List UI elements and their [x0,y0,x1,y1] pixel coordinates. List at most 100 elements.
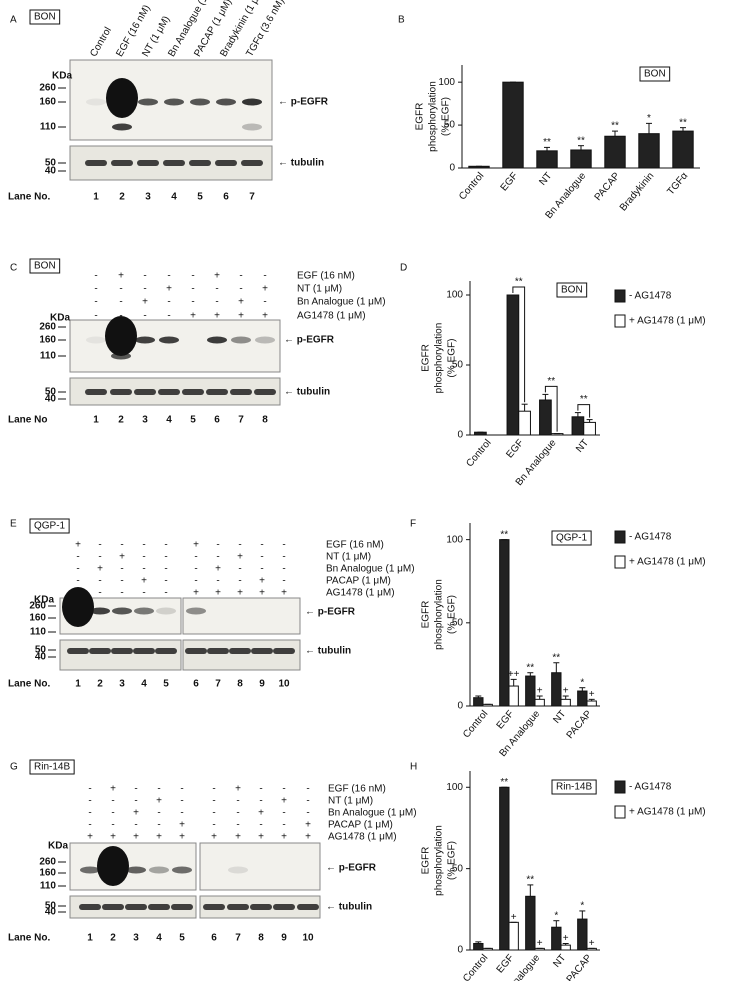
y-tick-label: 100 [446,290,463,301]
blot-band [90,607,110,615]
bar [499,786,510,951]
treatment-sign: - [238,576,241,587]
lane-number: 3 [119,679,125,690]
blot-membrane [59,639,182,671]
blot-membrane [182,639,301,671]
treatment-label: AG1478 (1 μM) [328,832,397,843]
legend-key [614,289,626,303]
bar [571,416,585,436]
x-tick-label: TGFα [665,170,690,197]
treatment-sign: + [156,796,162,807]
significance-bracket [512,286,526,403]
blot-band [149,866,169,874]
cell-line-label: BON [34,261,56,272]
cell-line-label: QGP-1 [556,533,588,544]
size-marker: 110 [40,351,57,362]
band-label: ← tubulin [284,387,330,398]
treatment-sign: + [305,820,311,831]
treatment-sign: - [167,311,170,322]
x-tick-label: PACAP [565,952,595,981]
label-box [639,66,671,82]
bar [518,410,531,436]
blot-band [111,160,133,166]
treatment-sign: - [263,297,266,308]
size-marker: 40 [45,166,57,177]
x-tick-label: EGF [495,953,517,976]
treatment-sign: - [194,552,197,563]
significance-mark: ** [577,135,585,146]
treatment-sign: + [75,540,81,551]
blot-band [255,336,275,344]
label-box [551,779,597,795]
lane-number: 4 [141,679,147,690]
treatment-label: Bn Analogue (1 μM) [326,564,415,575]
treatment-sign: - [119,284,122,295]
treatment-sign: + [211,832,217,843]
treatment-sign: - [120,588,123,599]
blot-band [111,648,133,654]
blot-band [251,648,273,654]
treatment-sign: - [238,540,241,551]
cell-line-label: Rin-14B [34,762,70,773]
x-tick-label: Control [461,709,490,741]
treatment-sign: + [238,311,244,322]
treatment-sign: - [180,808,183,819]
treatment-sign: - [216,552,219,563]
blot-membrane [199,842,321,891]
treatment-sign: - [134,784,137,795]
significance-mark: * [554,910,558,921]
significance-mark: + [537,686,543,697]
lane-number: 4 [156,933,162,944]
blot-band [250,904,272,910]
treatment-sign: - [157,808,160,819]
lane-number: 5 [163,679,169,690]
treatment-sign: - [282,808,285,819]
x-tick-label: EGF [504,438,526,461]
treatment-sign: - [142,552,145,563]
treatment-sign: + [305,832,311,843]
band-label: ← p-EGFR [305,607,356,618]
treatment-sign: + [142,297,148,308]
treatment-sign: - [282,564,285,575]
blot-band [111,352,131,360]
blot-band [231,336,251,344]
y-tick-label: 50 [452,360,464,371]
lane-number: 7 [238,415,244,426]
treatment-sign: - [282,820,285,831]
lane-number: 9 [281,933,287,944]
y-axis-label: (% EGF) [447,339,458,378]
y-tick-label: 100 [446,782,463,793]
treatment-sign: - [167,297,170,308]
treatment-sign: - [157,784,160,795]
bar [577,690,588,707]
blot-band [158,389,180,395]
significance-bracket [577,404,591,418]
treatment-sign: - [259,820,262,831]
bar [508,921,519,951]
blot-band [189,160,211,166]
x-tick-label: NT [551,953,568,970]
significance-mark: ** [611,121,619,132]
cell-line-label: QGP-1 [34,521,66,532]
treatment-label: Bn Analogue (1 μM) [328,808,417,819]
blot-band [216,98,236,106]
treatment-sign: + [193,540,199,551]
y-tick-label: 0 [449,163,455,174]
treatment-sign: - [239,271,242,282]
treatment-sign: - [98,576,101,587]
treatment-sign: + [133,808,139,819]
blot-band [273,648,295,654]
treatment-sign: + [281,796,287,807]
legend-key [614,780,626,794]
blot-band [112,123,132,131]
treatment-sign: - [282,784,285,795]
legend-label: - AG1478 [629,291,672,302]
panel-letter: C [10,263,17,274]
treatment-sign: - [142,588,145,599]
x-tick-label: NT [574,438,591,455]
blot-band [163,160,185,166]
treatment-sign: - [98,540,101,551]
bar [672,130,694,169]
x-tick-label: PACAP [565,708,595,741]
lane-number: 5 [179,933,185,944]
